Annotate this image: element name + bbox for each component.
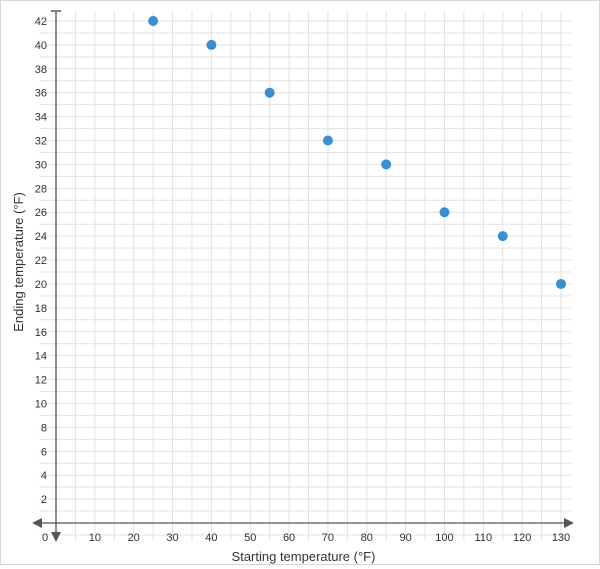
x-tick-label: 130 xyxy=(552,532,570,544)
x-tick-label: 110 xyxy=(475,532,493,544)
axes xyxy=(32,10,574,542)
y-tick-label: 12 xyxy=(35,375,47,387)
x-axis-title: Starting temperature (°F) xyxy=(232,549,376,564)
y-tick-label: 26 xyxy=(35,207,47,219)
y-tick-label: 36 xyxy=(35,88,47,100)
y-tick-label: 22 xyxy=(35,255,47,267)
grid xyxy=(39,11,571,541)
y-tick-label: 10 xyxy=(35,398,47,410)
data-point xyxy=(439,207,450,218)
data-point xyxy=(497,231,508,242)
y-axis-title: Ending temperature (°F) xyxy=(11,192,26,332)
y-tick-label: 16 xyxy=(35,327,47,339)
y-tick-label: 38 xyxy=(35,64,47,76)
x-tick-label: 120 xyxy=(513,532,531,544)
data-point xyxy=(322,135,333,146)
y-tick-label: 28 xyxy=(35,183,47,195)
y-tick-label: 42 xyxy=(35,16,47,28)
x-axis-arrow-right-icon xyxy=(564,518,574,528)
x-tick-label: 50 xyxy=(244,532,256,544)
x-tick-label: 20 xyxy=(128,532,140,544)
data-point xyxy=(381,159,392,170)
x-tick-label: 10 xyxy=(89,532,101,544)
y-tick-label: 32 xyxy=(35,136,47,148)
origin-label: 0 xyxy=(42,532,48,544)
y-tick-label: 20 xyxy=(35,279,47,291)
x-tick-label: 40 xyxy=(205,532,217,544)
x-tick-label: 90 xyxy=(399,532,411,544)
x-tick-label: 100 xyxy=(435,532,453,544)
data-point xyxy=(206,39,217,50)
y-tick-label: 18 xyxy=(35,303,47,315)
x-axis-arrow-left-icon xyxy=(32,518,42,528)
y-axis-arrow-bottom-icon xyxy=(51,532,61,542)
y-tick-label: 6 xyxy=(41,446,47,458)
data-point xyxy=(264,87,275,98)
x-tick-label: 30 xyxy=(166,532,178,544)
x-tick-label: 60 xyxy=(283,532,295,544)
y-tick-label: 8 xyxy=(41,422,47,434)
y-tick-label: 30 xyxy=(35,159,47,171)
data-point xyxy=(556,278,566,289)
y-tick-label: 2 xyxy=(41,494,47,506)
y-tick-label: 14 xyxy=(35,351,47,363)
x-tick-label: 80 xyxy=(361,532,373,544)
x-tick-labels: 10 20 30 40 50 60 70 80 90 100 110 120 130 xyxy=(89,532,570,544)
y-tick-label: 34 xyxy=(35,112,47,124)
data-point xyxy=(148,16,159,26)
y-tick-label: 40 xyxy=(35,40,47,52)
y-tick-label: 24 xyxy=(35,231,47,243)
y-tick-label: 4 xyxy=(41,470,47,482)
x-tick-label: 70 xyxy=(322,532,334,544)
data-points xyxy=(148,16,566,289)
